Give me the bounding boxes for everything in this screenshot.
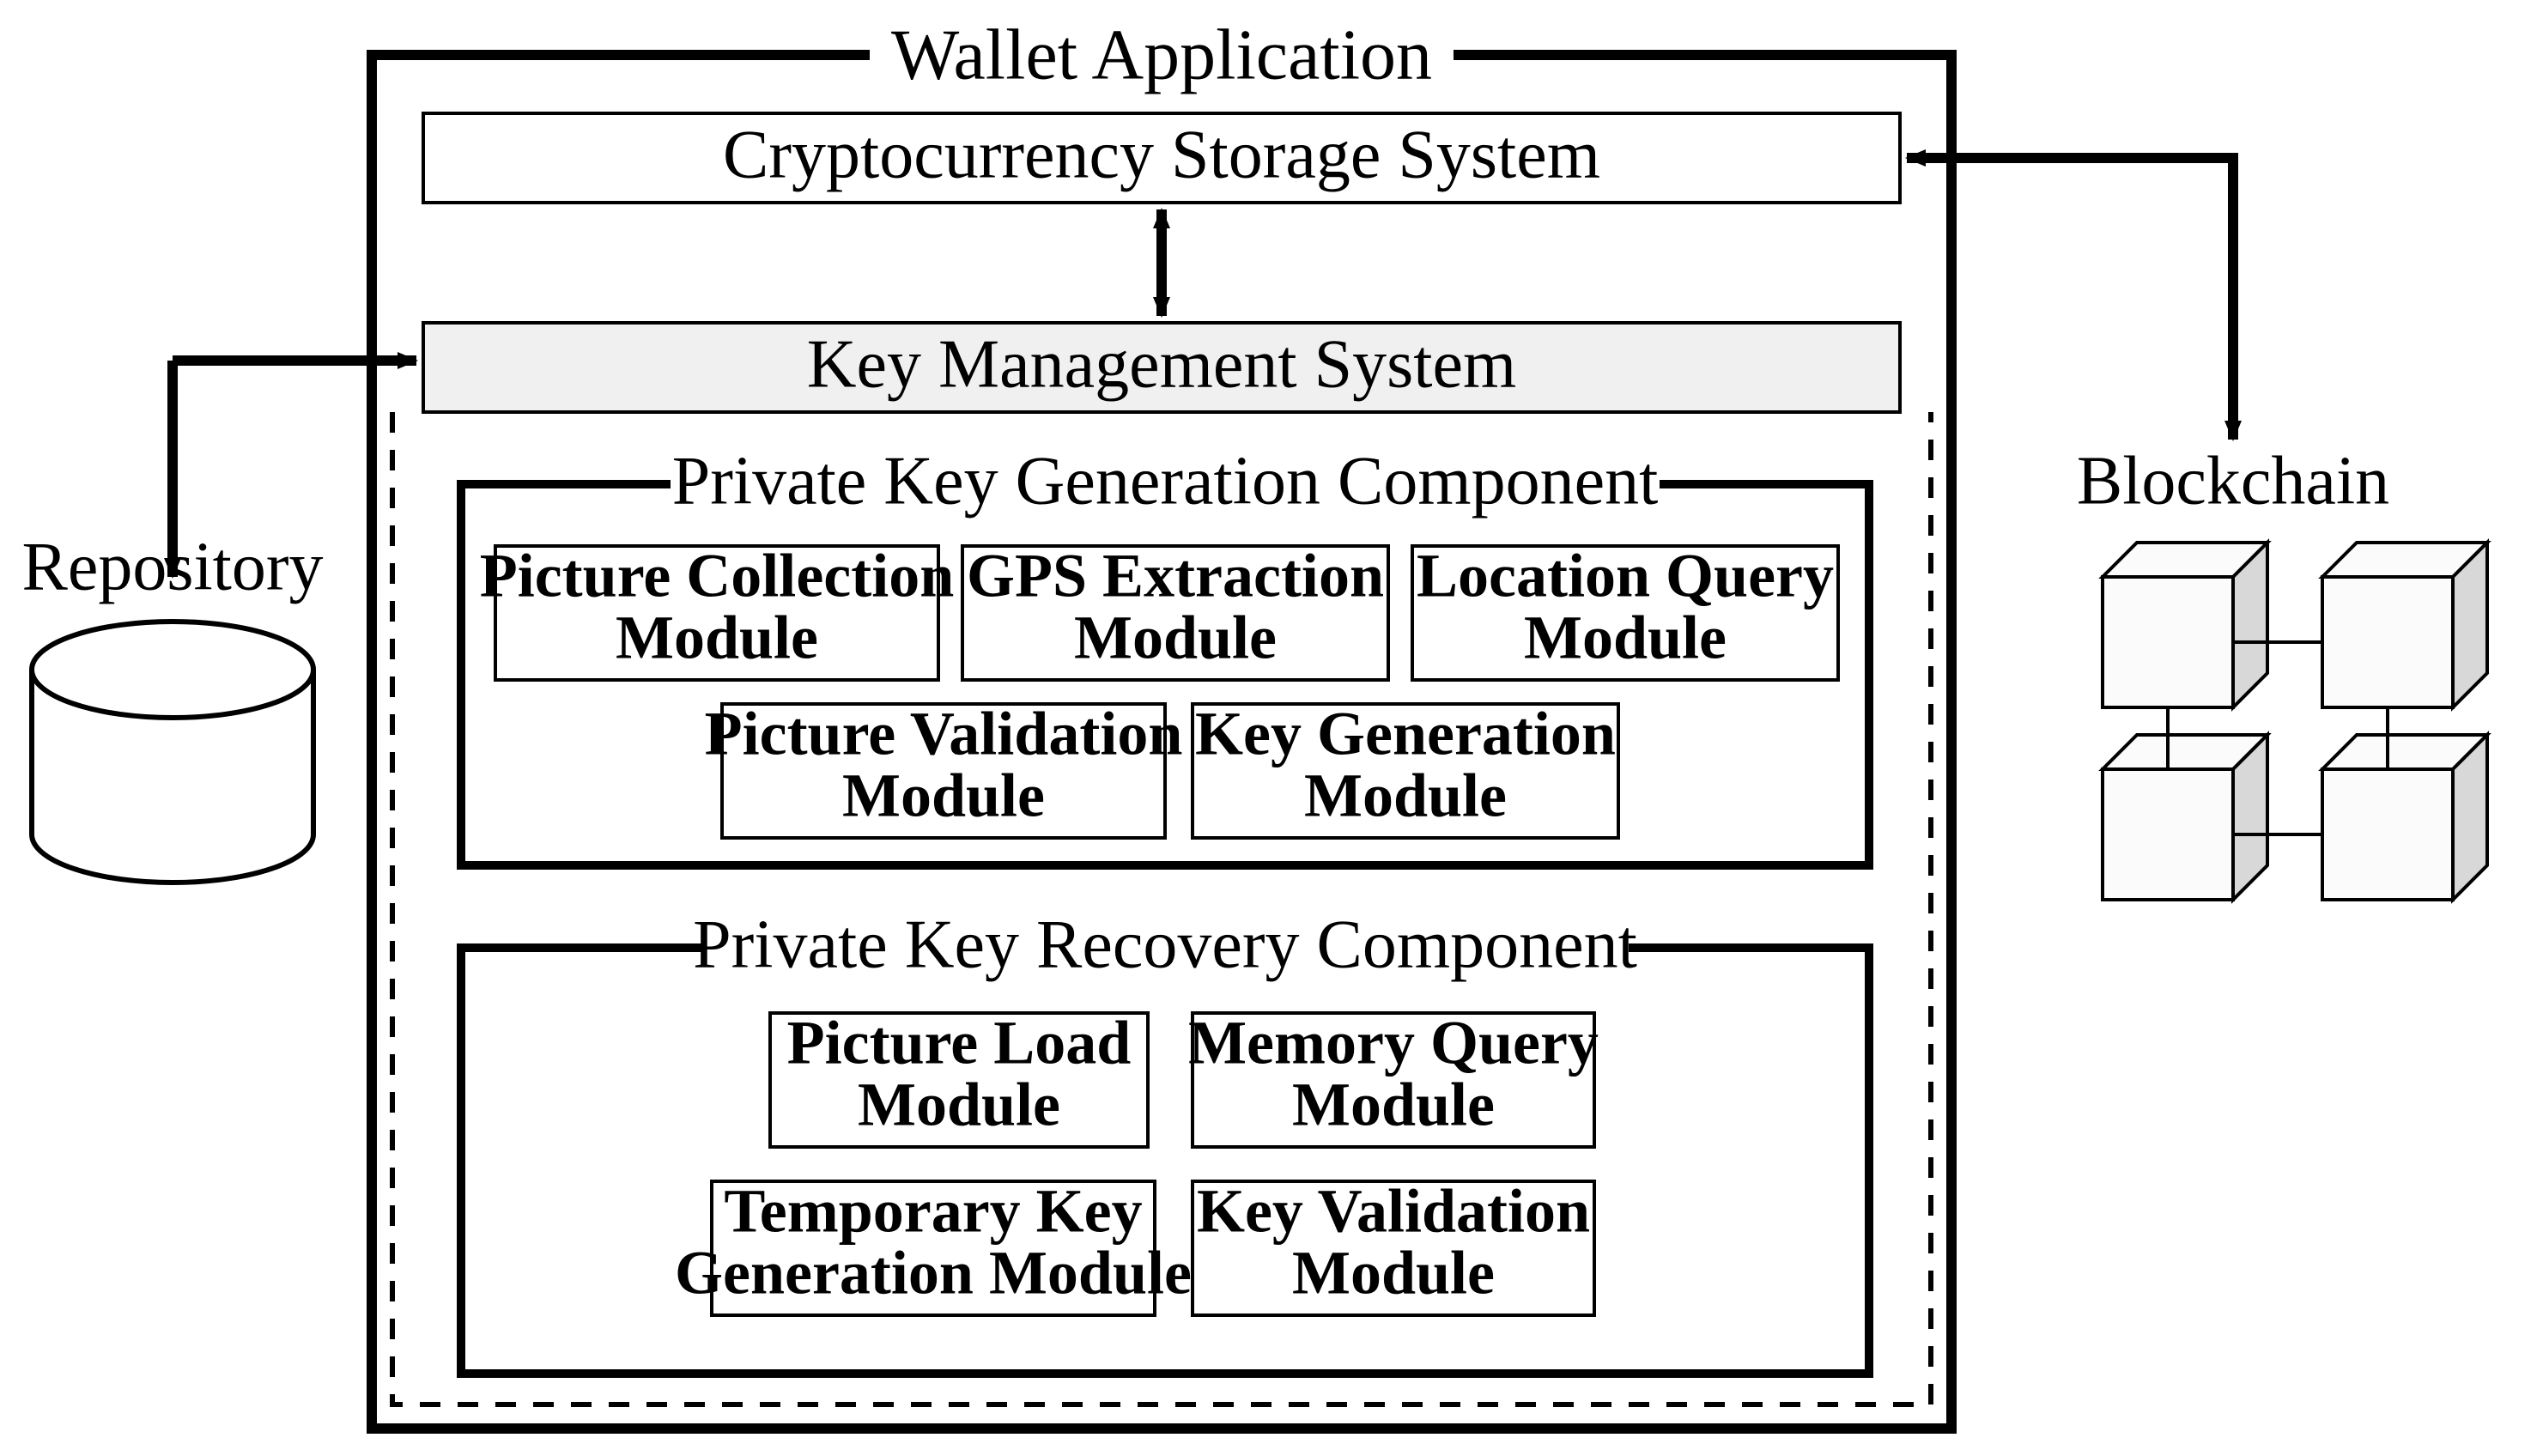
blockchain-cube: [2322, 735, 2487, 900]
module-label: Memory Query: [1188, 1009, 1599, 1077]
kms-label: Key Management System: [807, 326, 1516, 402]
module-label: Module: [1074, 604, 1277, 672]
module-label: GPS Extraction: [967, 542, 1384, 610]
module-label: Location Query: [1417, 542, 1834, 610]
module-label: Key Generation: [1195, 700, 1616, 768]
module-label: Module: [1292, 1071, 1495, 1139]
module-label: Module: [858, 1071, 1060, 1139]
blockchain-cube: [2322, 543, 2487, 707]
module-label: Picture Validation: [705, 700, 1183, 768]
module-label: Picture Load: [787, 1009, 1132, 1077]
blockchain-cube: [2103, 735, 2267, 900]
module-label: Module: [1524, 604, 1727, 672]
diagram-root: Wallet Application Cryptocurrency Storage…: [0, 0, 2543, 1456]
module-label: Generation Module: [675, 1239, 1192, 1307]
wallet-title: Wallet Application: [891, 15, 1432, 94]
component-title: Private Key Generation Component: [672, 443, 1659, 519]
module-label: Key Validation: [1197, 1177, 1590, 1246]
module-label: Picture Collection: [480, 542, 955, 610]
repository-top: [32, 622, 313, 718]
module-label: Module: [1304, 761, 1507, 830]
module-label: Module: [842, 761, 1045, 830]
css-label: Cryptocurrency Storage System: [723, 117, 1600, 192]
blockchain-cube: [2103, 543, 2267, 707]
module-label: Module: [1292, 1239, 1495, 1307]
module-label: Temporary Key: [724, 1177, 1142, 1246]
component-title: Private Key Recovery Component: [693, 907, 1637, 982]
module-label: Module: [616, 604, 818, 672]
blockchain-label: Blockchain: [2077, 443, 2389, 519]
